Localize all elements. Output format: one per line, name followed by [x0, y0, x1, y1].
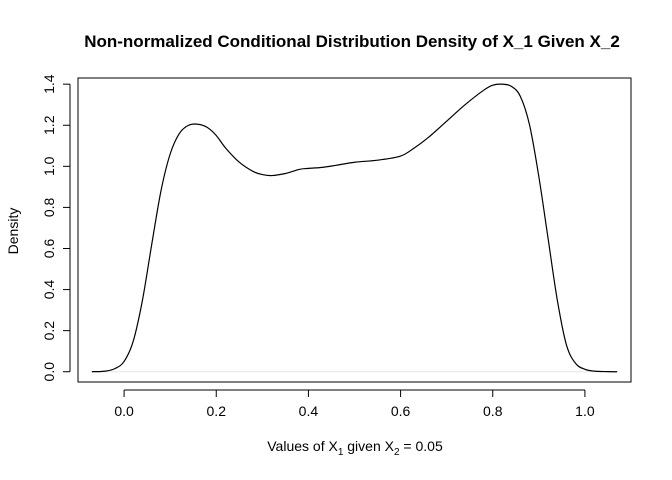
x-tick-label: 0.4 — [299, 403, 319, 419]
x-tick-label: 0.8 — [483, 403, 503, 419]
y-tick-label: 0.4 — [41, 280, 57, 300]
x-tick-label: 0.6 — [391, 403, 411, 419]
y-tick-label: 1.4 — [41, 74, 57, 94]
chart-title: Non-normalized Conditional Distribution … — [84, 32, 620, 51]
x-tick-label: 0.2 — [207, 403, 227, 419]
x-axis: 0.0 0.2 0.4 0.6 0.8 1.0 — [114, 389, 595, 419]
y-tick-label: 1.2 — [41, 115, 57, 135]
y-tick-label: 0.0 — [41, 362, 57, 382]
plot-frame — [77, 77, 632, 383]
x-axis-label: Values of X1 given X2 = 0.05 — [267, 438, 443, 458]
y-tick-label: 0.8 — [41, 197, 57, 217]
x-tick-label: 1.0 — [575, 403, 595, 419]
density-curve — [91, 83, 618, 373]
y-axis: 0.0 0.2 0.4 0.6 0.8 1.0 1.2 1.4 — [41, 74, 71, 382]
y-tick-label: 1.0 — [41, 156, 57, 176]
y-tick-label: 0.6 — [41, 239, 57, 259]
x-tick-label: 0.0 — [114, 403, 134, 419]
y-tick-label: 0.2 — [41, 321, 57, 341]
y-axis-label: Density — [5, 208, 21, 255]
